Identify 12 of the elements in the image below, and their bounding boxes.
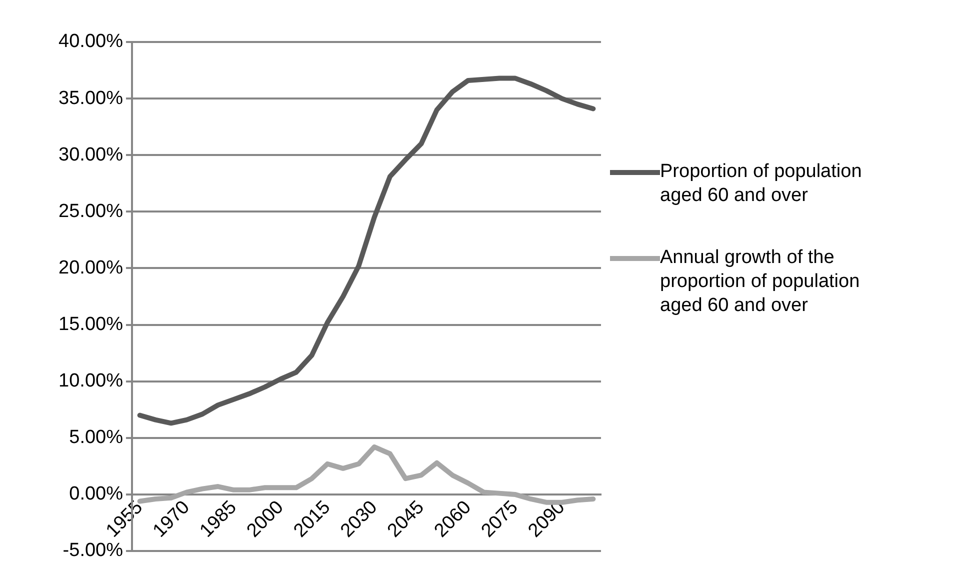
- y-tick-label: 35.00%: [58, 88, 124, 109]
- y-tick-label: 40.00%: [58, 31, 124, 52]
- y-tick-label: 0.00%: [69, 484, 124, 505]
- legend-label: Proportion of population aged 60 and over: [660, 160, 863, 208]
- y-tick-label: 15.00%: [58, 314, 124, 336]
- y-tick-label: 30.00%: [58, 144, 124, 166]
- legend-label: Annual growth of the proportion of population aged 60 and over: [660, 246, 861, 318]
- y-tick-label: 25.00%: [58, 200, 124, 222]
- y-tick-label: -5.00%: [62, 540, 124, 562]
- y-tick-label: 5.00%: [69, 427, 124, 448]
- y-tick-label: 20.00%: [58, 257, 124, 278]
- y-tick-label: 10.00%: [58, 370, 124, 392]
